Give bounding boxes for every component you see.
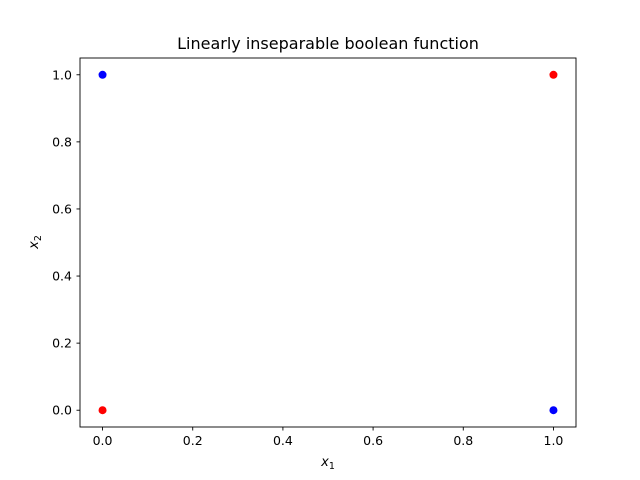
y-tick-label: 0.8 — [52, 134, 72, 149]
x-axis-ticks: 0.0 0.2 0.4 0.6 0.8 1.0 — [93, 427, 564, 448]
x-axis-label: x1 — [320, 455, 335, 472]
x-tick-label: 0.4 — [273, 433, 293, 448]
y-tick-label: 1.0 — [52, 67, 72, 82]
y-tick-label: 0.0 — [52, 403, 72, 418]
y-axis-ticks: 0.0 0.2 0.4 0.6 0.8 1.0 — [52, 67, 80, 418]
x-tick-label: 0.6 — [363, 433, 383, 448]
data-point — [549, 406, 558, 415]
data-points — [98, 70, 558, 415]
y-tick-label: 0.4 — [52, 269, 72, 284]
data-point — [98, 406, 107, 415]
y-tick-label: 0.2 — [52, 336, 72, 351]
x-tick-label: 0.8 — [453, 433, 473, 448]
y-tick-label: 0.6 — [52, 201, 72, 216]
x-tick-label: 1.0 — [544, 433, 564, 448]
x-tick-label: 0.0 — [93, 433, 113, 448]
y-axis-label-symbol: x — [27, 241, 42, 250]
x-axis-label-subscript: 1 — [329, 461, 335, 472]
plot-area-frame — [79, 57, 577, 428]
chart-title: Linearly inseparable boolean function — [177, 34, 479, 53]
x-tick-label: 0.2 — [183, 433, 203, 448]
data-point — [549, 70, 558, 79]
y-axis-label: x2 — [27, 235, 44, 250]
data-point — [98, 70, 107, 79]
x-axis-label-symbol: x — [320, 455, 329, 470]
y-axis-label-subscript: 2 — [33, 235, 44, 241]
